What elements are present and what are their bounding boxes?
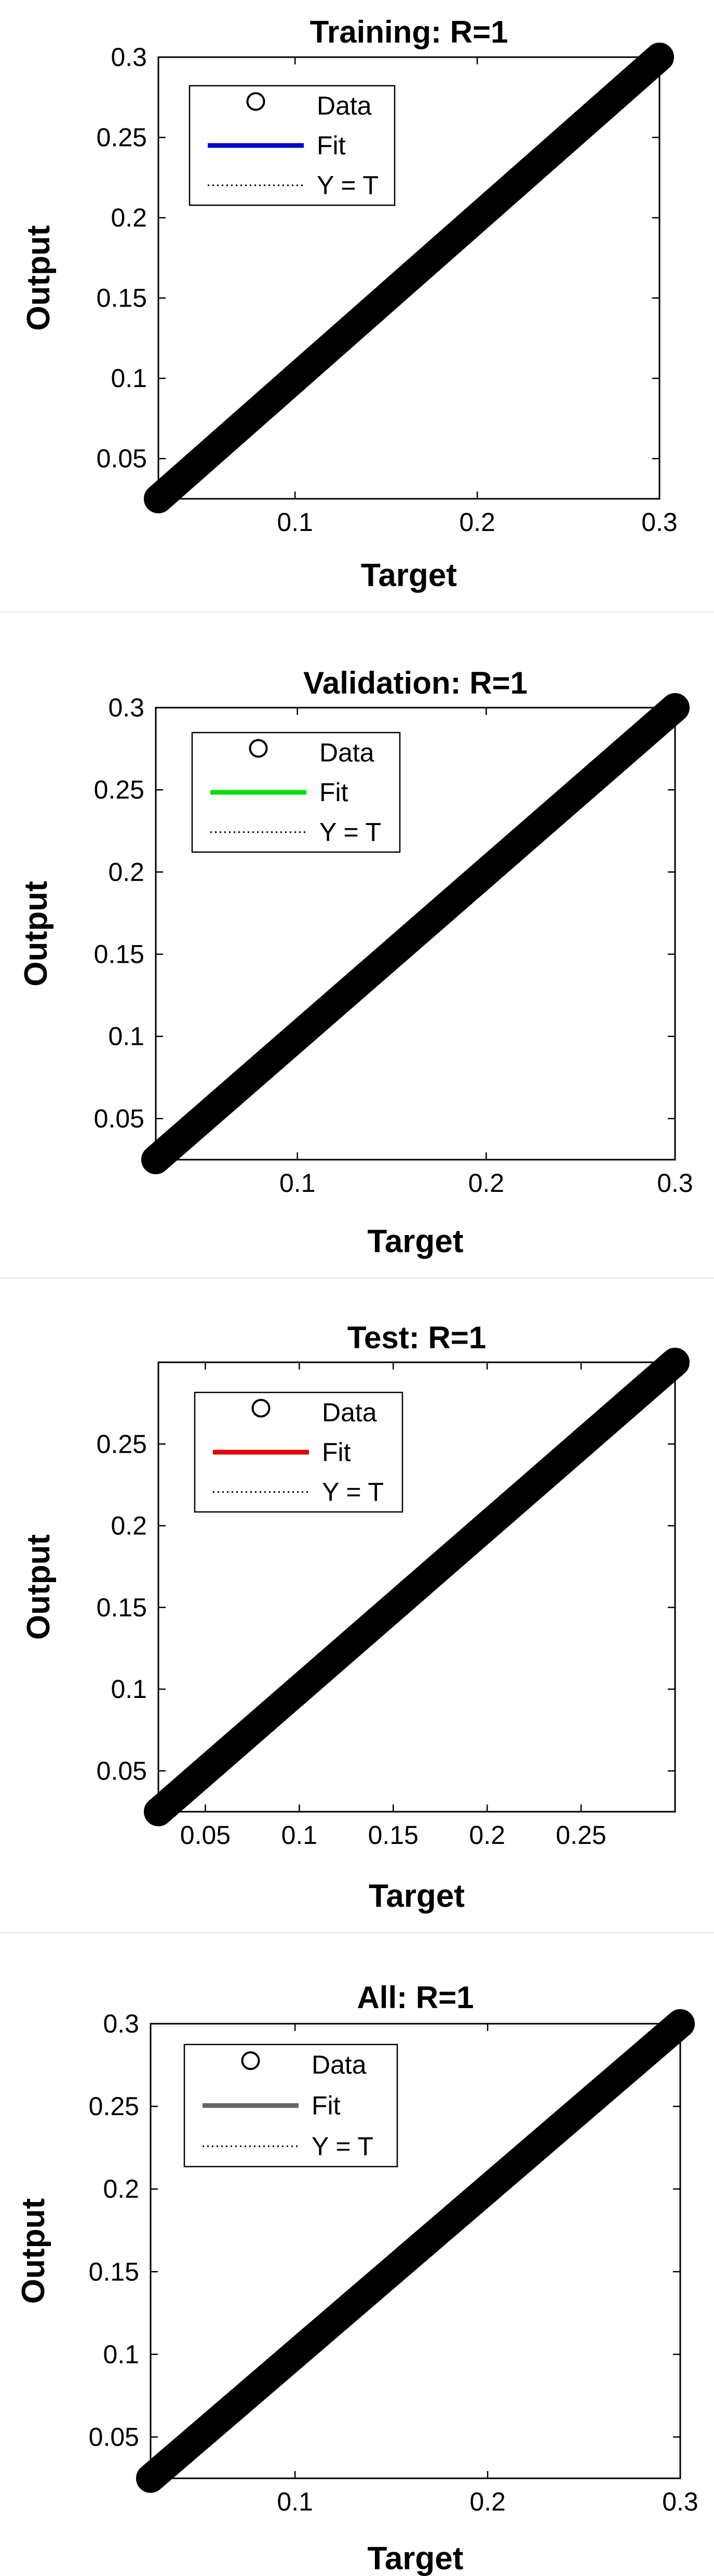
- x-tick-label: 0.1: [279, 1169, 316, 1198]
- data-point: [666, 2009, 695, 2038]
- y-tick-label: 0.25: [97, 1429, 147, 1458]
- legend-label: Fit: [317, 131, 346, 160]
- chart-title: Training: R=1: [310, 15, 508, 49]
- chart-title: Test: R=1: [347, 1320, 486, 1355]
- x-axis-label: Target: [369, 1878, 465, 1914]
- y-tick-label: 0.15: [89, 2257, 139, 2286]
- x-tick-label: 0.2: [469, 2487, 506, 2516]
- y-tick-label: 0.25: [89, 2092, 139, 2121]
- y-tick-label: 0.15: [97, 1593, 147, 1622]
- legend-label: Y = T: [319, 818, 381, 847]
- legend-label: Y = T: [322, 1478, 384, 1507]
- data-point: [661, 693, 690, 722]
- x-tick-label: 0.25: [556, 1821, 606, 1850]
- legend-data-marker: [246, 92, 265, 111]
- legend-label: Data: [322, 1398, 377, 1427]
- x-tick-label: 0.1: [277, 2487, 313, 2516]
- y-tick-label: 0.15: [97, 284, 147, 313]
- legend-label: Data: [317, 91, 372, 120]
- y-tick-label: 0.25: [94, 775, 144, 804]
- legend: Data Fit Y = T: [191, 732, 401, 853]
- x-tick-label: 0.3: [662, 2487, 698, 2516]
- y-tick-label: 0.05: [94, 1104, 144, 1133]
- chart-panel: Validation: R=1 Target Output 0.1 0.2 0.3 0.05…: [18, 666, 693, 1259]
- x-tick-label: 0.2: [469, 1821, 505, 1850]
- chart-panel: Test: R=1 Target Output 0.05 0.1 0.15 0.2 0.25 0…: [21, 1320, 690, 1914]
- y-tick-label: 0.2: [103, 2174, 139, 2203]
- legend-label: Fit: [322, 1438, 351, 1467]
- legend-data-marker: [241, 2051, 260, 2070]
- x-axis-label: Target: [368, 1224, 464, 1259]
- legend: Data Fit Y = T: [194, 1391, 403, 1513]
- legend-label: Fit: [319, 778, 348, 807]
- y-tick-label: 0.1: [111, 364, 147, 393]
- y-tick-label: 0.05: [89, 2422, 139, 2451]
- x-tick-label: 0.1: [277, 508, 313, 537]
- y-tick-label: 0.1: [111, 1675, 147, 1704]
- x-tick-label: 0.2: [468, 1169, 505, 1198]
- y-tick-label: 0.2: [108, 857, 144, 886]
- legend-label: Fit: [312, 2091, 341, 2120]
- legend-data-marker: [251, 1399, 271, 1418]
- y-tick-label: 0.05: [97, 1756, 147, 1785]
- x-axis-label: Target: [368, 2541, 464, 2576]
- y-tick-label: 0.2: [111, 1511, 147, 1541]
- x-tick-label: 0.15: [368, 1821, 419, 1850]
- y-axis-label: Output: [16, 2198, 51, 2304]
- y-axis-label: Output: [18, 881, 54, 986]
- data-point: [645, 43, 674, 72]
- chart-panel: All: R=1 Target Output 0.1 0.2 0.3 0.05 0.1 0.15…: [16, 1980, 698, 2576]
- x-axis-label: Target: [361, 557, 457, 593]
- y-axis-label: Output: [21, 225, 57, 330]
- y-tick-label: 0.3: [108, 693, 144, 722]
- legend-label: Data: [319, 738, 374, 767]
- data-point: [661, 1348, 690, 1377]
- x-tick-label: 0.3: [641, 508, 678, 537]
- legend-label: Y = T: [317, 171, 379, 200]
- legend-data-marker: [249, 739, 268, 758]
- y-tick-label: 0.05: [97, 444, 147, 473]
- legend-label: Data: [312, 2050, 367, 2079]
- data-markers: [144, 1348, 690, 1826]
- legend: Data Fit Y = T: [188, 85, 396, 206]
- data-markers: [136, 2009, 695, 2493]
- x-tick-label: 0.2: [459, 508, 495, 537]
- chart-title: Validation: R=1: [303, 666, 528, 700]
- chart-title: All: R=1: [357, 1980, 474, 2015]
- x-tick-label: 0.05: [180, 1821, 231, 1850]
- y-tick-label: 0.3: [111, 43, 147, 72]
- x-tick-label: 0.1: [281, 1821, 318, 1850]
- x-tick-label: 0.3: [657, 1169, 693, 1198]
- y-tick-label: 0.25: [97, 123, 147, 152]
- y-tick-label: 0.1: [108, 1022, 144, 1051]
- y-tick-label: 0.1: [103, 2340, 139, 2369]
- y-tick-label: 0.3: [103, 2009, 139, 2038]
- legend: Data Fit Y = T: [183, 2043, 398, 2168]
- y-tick-label: 0.15: [94, 940, 144, 969]
- data-markers: [144, 43, 674, 513]
- data-markers: [141, 693, 690, 1174]
- chart-panel: Training: R=1 Target Output 0.1 0.2 0.3 0.05 0.…: [21, 15, 678, 593]
- y-axis-label: Output: [21, 1534, 57, 1640]
- legend-label: Y = T: [312, 2132, 373, 2161]
- y-tick-label: 0.2: [111, 203, 147, 232]
